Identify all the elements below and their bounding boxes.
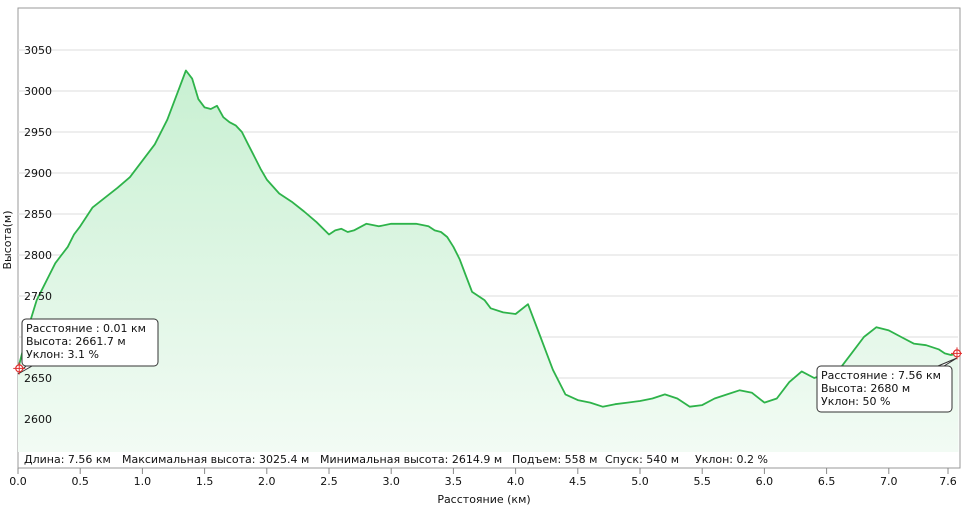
x-tick-label-4.5: 4.5 <box>569 475 587 488</box>
x-tick-label-1.0: 1.0 <box>134 475 152 488</box>
tooltip-start-distance: Расстояние : 0.01 км <box>26 322 146 335</box>
tooltip-start: Расстояние : 0.01 км Высота: 2661.7 м Ук… <box>17 318 159 375</box>
y-tick-label-2950: 2950 <box>24 126 52 139</box>
stat-max-elevation: Максимальная высота: 3025.4 м <box>122 453 309 466</box>
x-tick-label-6.0: 6.0 <box>756 475 774 488</box>
x-tick-label-0.0: 0.0 <box>9 475 27 488</box>
tooltip-end: Расстояние : 7.56 км Высота: 2680 м Укло… <box>816 357 958 413</box>
stats-bar: Длина: 7.56 км Максимальная высота: 3025… <box>24 453 768 466</box>
y-tick-label-2600: 2600 <box>24 413 52 426</box>
y-tick-label-2650: 2650 <box>24 372 52 385</box>
stat-min-elevation: Минимальная высота: 2614.9 м <box>320 453 502 466</box>
x-tick-label-4.0: 4.0 <box>507 475 525 488</box>
tooltip-end-slope: Уклон: 50 % <box>821 395 890 408</box>
y-axis-title: Высота(м) <box>1 210 14 269</box>
x-tick-label-7.0: 7.0 <box>880 475 898 488</box>
y-tick-label-3000: 3000 <box>24 85 52 98</box>
tooltip-end-distance: Расстояние : 7.56 км <box>821 369 941 382</box>
y-tick-label-2900: 2900 <box>24 167 52 180</box>
x-axis-title: Расстояние (км) <box>437 493 530 506</box>
x-tick-labels: 0.0 0.5 1.0 1.5 2.0 2.5 3.0 3.5 4.0 4.5 5.0 5.5 6.0 6… <box>9 475 957 488</box>
stat-slope: Уклон: 0.2 % <box>695 453 768 466</box>
x-tick-label-0.5: 0.5 <box>71 475 89 488</box>
tooltip-start-slope: Уклон: 3.1 % <box>26 348 99 361</box>
y-tick-label-2850: 2850 <box>24 208 52 221</box>
x-tick-label-2.5: 2.5 <box>320 475 338 488</box>
x-tick-label-6.5: 6.5 <box>818 475 836 488</box>
y-tick-labels: 2600265027002750280028502900295030003050 <box>24 44 52 426</box>
x-tick-label-3.0: 3.0 <box>382 475 400 488</box>
stat-length: Длина: 7.56 км <box>24 453 111 466</box>
elevation-line <box>17 69 959 408</box>
stat-ascent: Подъем: 558 м <box>512 453 597 466</box>
x-tick-label-5.0: 5.0 <box>631 475 649 488</box>
elevation-area <box>17 69 959 452</box>
x-tick-label-2.0: 2.0 <box>258 475 276 488</box>
stat-descent: Спуск: 540 м <box>605 453 679 466</box>
y-tick-label-2800: 2800 <box>24 249 52 262</box>
x-tick-label-7.6: 7.6 <box>939 475 957 488</box>
position-markers <box>13 347 962 375</box>
y-tick-label-2750: 2750 <box>24 290 52 303</box>
tooltip-end-elevation: Высота: 2680 м <box>821 382 910 395</box>
x-tick-label-5.5: 5.5 <box>693 475 711 488</box>
tooltip-start-elevation: Высота: 2661.7 м <box>26 335 126 348</box>
y-tick-label-3050: 3050 <box>24 44 52 57</box>
elevation-fill <box>18 70 959 452</box>
x-tick-label-1.5: 1.5 <box>196 475 214 488</box>
x-tick-label-3.5: 3.5 <box>445 475 463 488</box>
